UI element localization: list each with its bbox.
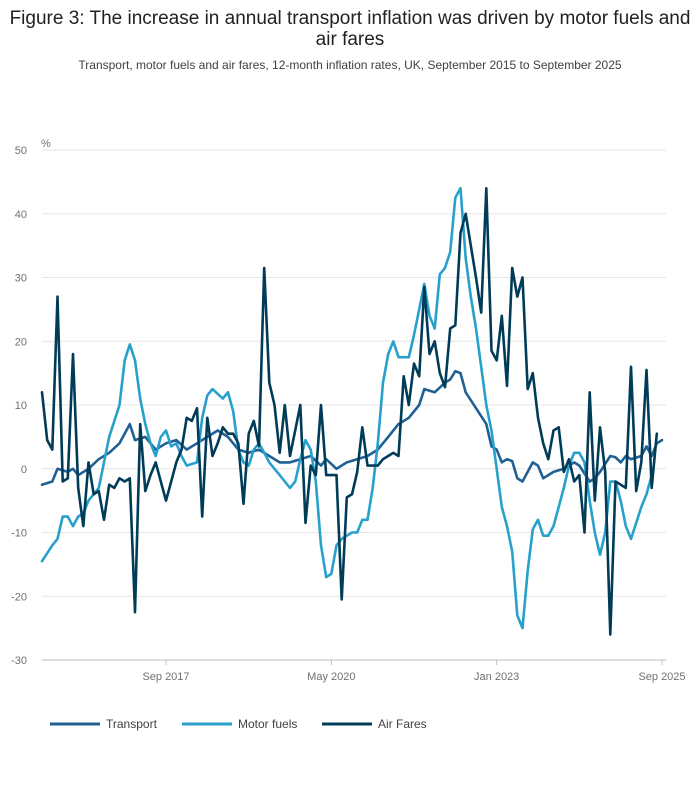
- y-tick-label: -10: [11, 528, 27, 540]
- y-tick-label: 0: [21, 464, 27, 476]
- chart-subtitle: Transport, motor fuels and air fares, 12…: [78, 58, 622, 72]
- y-tick-label: -30: [11, 655, 27, 667]
- y-axis-label: %: [41, 138, 51, 150]
- y-tick-label: -20: [11, 591, 27, 603]
- y-tick-label: 20: [15, 336, 27, 348]
- legend-item-air-fares: Air Fares: [322, 717, 427, 731]
- legend: Transport Motor fuels Air Fares: [50, 717, 427, 731]
- legend-item-transport: Transport: [50, 717, 158, 731]
- x-tick-label: Sep 2025: [638, 671, 685, 683]
- x-tick-label: Jan 2023: [474, 671, 519, 683]
- y-tick-label: 50: [15, 145, 27, 157]
- series-lines: [40, 187, 664, 636]
- y-tick-label: 30: [15, 273, 27, 285]
- x-tick-label: Sep 2017: [142, 671, 189, 683]
- x-tick-label: May 2020: [307, 671, 355, 683]
- legend-label: Transport: [106, 717, 158, 731]
- y-axis-ticks: 50 40 30 20 10 0 -10 -20 -30: [11, 145, 27, 667]
- legend-item-motor-fuels: Motor fuels: [182, 717, 297, 731]
- series-line-air-fares: [40, 187, 659, 636]
- legend-label: Motor fuels: [238, 717, 297, 731]
- y-tick-label: 10: [15, 400, 27, 412]
- series-line-motor-fuels: [40, 187, 653, 630]
- legend-label: Air Fares: [378, 717, 427, 731]
- x-axis-ticks: Sep 2017 May 2020 Jan 2023 Sep 2025: [142, 660, 686, 683]
- chart-title: Figure 3: The increase in annual transpo…: [9, 8, 691, 50]
- y-tick-label: 40: [15, 209, 27, 221]
